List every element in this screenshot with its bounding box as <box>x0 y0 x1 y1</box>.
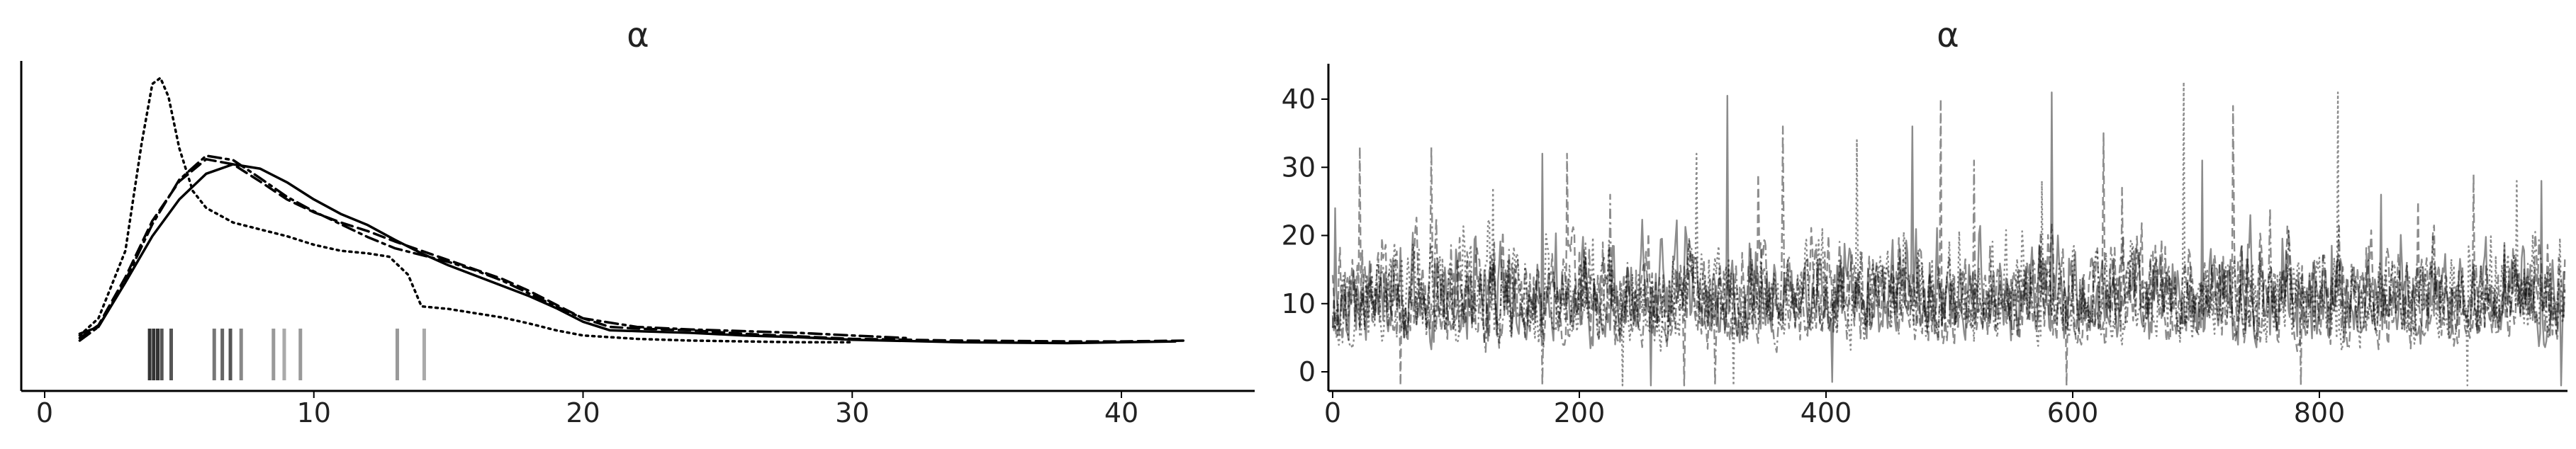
kde-x-ticks: 0 10 20 30 40 <box>36 391 1138 428</box>
kde-x-tick-label: 0 <box>36 397 53 428</box>
kde-series-group <box>78 76 1190 345</box>
trace-y-tick-label: 20 <box>1282 220 1316 251</box>
trace-x-tick-label: 0 <box>1324 397 1341 428</box>
trace-x-tick-label: 600 <box>2047 397 2099 428</box>
trace-series-dashed <box>1331 98 2566 387</box>
trace-panel: α 0 200 400 600 800 0 10 20 30 40 <box>1282 16 2567 428</box>
trace-x-tick-label: 200 <box>1554 397 1606 428</box>
trace-x-ticks: 0 200 400 600 800 <box>1324 391 2345 428</box>
kde-x-tick-label: 20 <box>566 397 600 428</box>
trace-title: α <box>1937 16 1959 55</box>
trace-y-tick-label: 30 <box>1282 152 1316 183</box>
kde-rug <box>147 329 426 380</box>
trace-series-solid <box>1331 91 2565 387</box>
trace-series-group <box>1331 81 2566 387</box>
trace-y-tick-label: 10 <box>1282 288 1316 319</box>
kde-series-dotted <box>78 76 854 344</box>
kde-series-dashdot <box>78 154 907 342</box>
kde-title: α <box>627 16 649 55</box>
trace-series-dotted <box>1331 81 2565 387</box>
trace-x-tick-label: 800 <box>2294 397 2346 428</box>
kde-series-solid <box>78 163 1177 345</box>
kde-x-tick-label: 30 <box>835 397 869 428</box>
trace-y-tick-label: 0 <box>1299 356 1316 387</box>
trace-y-tick-label: 40 <box>1282 84 1316 115</box>
kde-panel: α 0 10 20 30 40 <box>20 16 1255 428</box>
trace-y-ticks: 0 10 20 30 40 <box>1282 84 1328 387</box>
trace-x-tick-label: 400 <box>1801 397 1852 428</box>
kde-x-tick-label: 40 <box>1104 397 1138 428</box>
kde-series-dashed <box>78 158 1190 343</box>
kde-x-tick-label: 10 <box>297 397 331 428</box>
trace-series-dashdot <box>1331 125 2566 387</box>
